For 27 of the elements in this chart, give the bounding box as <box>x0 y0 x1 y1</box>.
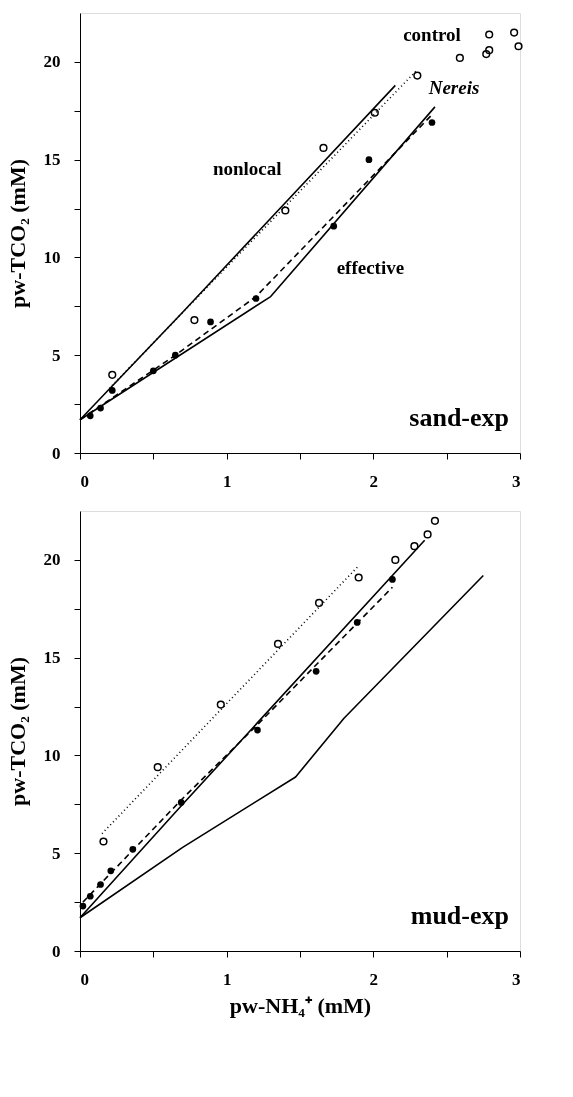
y-tick-label: 0 <box>52 941 61 961</box>
x-tick-label: 0 <box>80 471 89 491</box>
annotation: Nereis <box>427 76 480 98</box>
y-axis-title: pw-TCO₂ (mM) <box>4 159 30 308</box>
y-tick-label: 5 <box>52 843 61 863</box>
y-tick-label: 10 <box>43 247 61 267</box>
x-tick-label: 3 <box>512 969 521 989</box>
y-tick-label: 0 <box>52 443 61 463</box>
annotation: control <box>403 24 461 45</box>
annotation: nonlocal <box>212 158 282 180</box>
y-tick-label: 20 <box>43 52 61 72</box>
x-tick-label: 1 <box>222 471 232 491</box>
y-tick-label: 15 <box>43 648 61 668</box>
annotation: mud-exp <box>410 901 509 930</box>
x-tick-label: 2 <box>369 969 379 989</box>
y-tick-label: 10 <box>43 745 61 765</box>
x-tick-label: 2 <box>369 471 379 491</box>
annotation: sand-exp <box>409 403 509 432</box>
y-tick-label: 5 <box>52 345 61 365</box>
x-tick-label: 1 <box>222 969 232 989</box>
y-tick-label: 20 <box>43 550 61 570</box>
annotation: effective <box>336 257 405 279</box>
y-axis-title: pw-TCO₂ (mM) <box>4 657 30 806</box>
y-tick-label: 15 <box>43 150 61 170</box>
x-axis-title: pw-NH₄⁺ (mM) <box>229 992 372 1018</box>
x-tick-label: 0 <box>80 969 89 989</box>
x-tick-label: 3 <box>512 471 521 491</box>
